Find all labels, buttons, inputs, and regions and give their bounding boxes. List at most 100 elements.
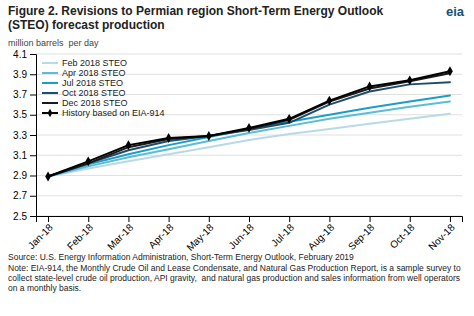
point bbox=[85, 156, 91, 166]
grid bbox=[36, 54, 462, 216]
x-tick-mark bbox=[289, 216, 290, 222]
y-tick-label: 2.5 bbox=[13, 211, 27, 222]
legend-item: Feb 2018 STEO bbox=[42, 58, 127, 68]
y-tick-mark bbox=[30, 74, 36, 75]
legend-label: History based on EIA-914 bbox=[62, 108, 165, 118]
x-tick-label: Sep-18 bbox=[346, 221, 377, 252]
plot: 2.5 2.7 2.9 3.1 3.3 3.5 3.7 3.9 4.1 Jan-18 Feb-18 M… bbox=[13, 49, 462, 253]
x-tick-mark bbox=[450, 216, 451, 222]
x-tick-mark bbox=[209, 216, 210, 222]
y-tick-mark bbox=[30, 216, 36, 217]
x-tick: Jun-18 bbox=[226, 216, 256, 251]
y-tick: 3.7 bbox=[13, 89, 36, 100]
y-axis: 2.5 2.7 2.9 3.1 3.3 3.5 3.7 3.9 4.1 bbox=[13, 49, 36, 222]
x-axis-line bbox=[37, 217, 463, 223]
legend-swatch bbox=[42, 72, 58, 74]
x-tick-label: Oct-18 bbox=[388, 221, 417, 250]
x-tick-mark bbox=[249, 216, 250, 222]
text-line: Source: U.S. Energy Information Administ… bbox=[8, 252, 354, 262]
x-tick: Nov-18 bbox=[426, 216, 457, 252]
x-tick: Jul-18 bbox=[269, 216, 296, 249]
x-tick: Aug-18 bbox=[306, 216, 337, 252]
y-tick: 3.1 bbox=[13, 150, 36, 161]
x-tick-label: Jan-18 bbox=[26, 221, 56, 251]
legend-swatch bbox=[42, 102, 58, 104]
text-line: Note: EIA-914, the Monthly Crude Oil and… bbox=[8, 263, 461, 273]
y-tick-label: 2.7 bbox=[13, 190, 27, 201]
x-tick: May-18 bbox=[184, 216, 216, 253]
y-tick-label: 2.9 bbox=[13, 170, 27, 181]
chart: Figure 2. Revisions to Permian region Sh… bbox=[0, 0, 474, 316]
x-axis: Jan-18 Feb-18 Mar-18 Apr-18 May-18 Jun-18 Jul-… bbox=[26, 216, 463, 253]
x-tick-label: Feb-18 bbox=[65, 221, 95, 251]
series-line bbox=[48, 82, 450, 176]
point bbox=[45, 172, 51, 182]
x-tick-mark bbox=[48, 216, 49, 222]
text-line: (STEO) forecast production bbox=[8, 18, 165, 32]
y-axis-title: million barrels per day bbox=[8, 38, 99, 48]
y-tick-label: 4.1 bbox=[13, 49, 27, 60]
x-tick-mark bbox=[410, 216, 411, 222]
grid-line bbox=[36, 135, 462, 136]
text-line: collect state-level crude oil production… bbox=[8, 273, 460, 283]
y-tick: 2.9 bbox=[13, 170, 36, 181]
x-tick-mark bbox=[329, 216, 330, 222]
x-tick-label: Apr-18 bbox=[146, 221, 175, 250]
logo: eia bbox=[446, 4, 465, 19]
legend-marker bbox=[48, 109, 53, 117]
legend-label: Oct 2018 STEO bbox=[62, 88, 126, 98]
point bbox=[407, 75, 413, 85]
grid-line bbox=[36, 175, 462, 176]
legend: Feb 2018 STEOApr 2018 STEOJul 2018 STEOO… bbox=[42, 58, 165, 118]
point bbox=[367, 81, 373, 91]
y-tick: 4.1 bbox=[13, 49, 36, 60]
y-tick-label: 3.9 bbox=[13, 69, 27, 80]
point bbox=[447, 66, 453, 76]
y-tick-mark bbox=[30, 115, 36, 116]
x-tick-label: Mar-18 bbox=[105, 221, 135, 251]
x-tick: Sep-18 bbox=[346, 216, 377, 252]
y-tick: 2.7 bbox=[13, 190, 36, 201]
legend-swatch bbox=[42, 62, 58, 64]
x-tick-mark bbox=[128, 216, 129, 222]
text-line: Figure 2. Revisions to Permian region Sh… bbox=[8, 4, 384, 18]
y-tick-mark bbox=[30, 196, 36, 197]
y-tick-mark bbox=[30, 155, 36, 156]
series-line bbox=[48, 73, 450, 176]
x-tick-label: Jul-18 bbox=[269, 221, 296, 248]
y-tick-mark bbox=[30, 95, 36, 96]
point bbox=[327, 96, 333, 106]
annotation: Source: U.S. Energy Information Administ… bbox=[8, 252, 354, 262]
legend-item: Jul 2018 STEO bbox=[42, 78, 123, 88]
y-tick: 2.5 bbox=[13, 211, 36, 222]
legend-item: History based on EIA-914 bbox=[42, 108, 165, 118]
grid-line bbox=[36, 54, 462, 55]
legend-label: Feb 2018 STEO bbox=[62, 58, 127, 68]
y-tick: 3.9 bbox=[13, 69, 36, 80]
x-tick-label: May-18 bbox=[184, 221, 216, 253]
y-tick-label: 3.3 bbox=[13, 130, 27, 141]
grid-line bbox=[36, 195, 462, 196]
x-tick: Apr-18 bbox=[146, 216, 175, 251]
point bbox=[126, 140, 132, 150]
x-tick-mark bbox=[370, 216, 371, 222]
y-tick: 3.3 bbox=[13, 130, 36, 141]
series-line bbox=[48, 96, 450, 177]
x-tick: Mar-18 bbox=[105, 216, 135, 252]
x-tick-mark bbox=[88, 216, 89, 222]
y-axis-line bbox=[30, 55, 37, 217]
legend-item: Dec 2018 STEO bbox=[42, 98, 128, 108]
x-tick: Feb-18 bbox=[65, 216, 95, 252]
legend-item: Oct 2018 STEO bbox=[42, 88, 126, 98]
point bbox=[206, 131, 212, 141]
legend-label: Dec 2018 STEO bbox=[62, 98, 128, 108]
y-tick-mark bbox=[30, 54, 36, 55]
series-group bbox=[45, 66, 453, 181]
y-tick-label: 3.7 bbox=[13, 89, 27, 100]
series-line bbox=[48, 71, 450, 176]
y-tick-mark bbox=[30, 176, 36, 177]
series-line bbox=[48, 102, 450, 177]
y-tick-label: 3.5 bbox=[13, 109, 27, 120]
point bbox=[166, 133, 172, 143]
text-line: on a monthly basis. bbox=[8, 283, 81, 293]
